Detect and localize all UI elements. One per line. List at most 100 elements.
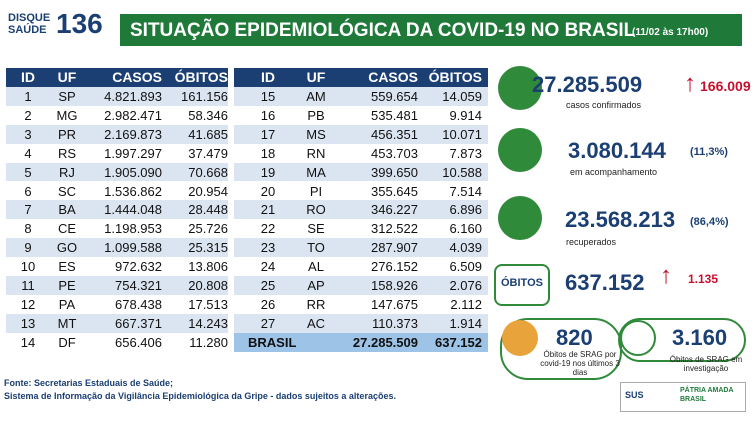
table-cell: 10.588 [442, 164, 482, 180]
table-cell: 147.675 [371, 296, 418, 312]
deaths-delta: 1.135 [688, 272, 719, 286]
total-row-bg [234, 332, 488, 352]
table-cell: RR [306, 296, 326, 312]
date: (11/02 às 17h00) [632, 27, 709, 38]
table-cell: RN [306, 145, 326, 161]
table-cell: 8 [24, 221, 32, 237]
table-cell: 10 [20, 259, 36, 275]
title: SITUAÇÃO EPIDEMIOLÓGICA DA COVID-19 NO B… [130, 20, 636, 41]
table-cell: 25 [260, 278, 276, 293]
table-cell: 70.668 [188, 164, 228, 180]
table-cell: 7.873 [449, 145, 482, 161]
row-bg [6, 105, 228, 125]
table-cell: 276.152 [371, 259, 418, 275]
table-cell: 14 [20, 334, 36, 350]
total-cell: BRASIL [248, 334, 297, 350]
table-cell: 6.896 [449, 202, 482, 218]
table-cell: 4 [24, 145, 32, 161]
row-bg [6, 332, 228, 352]
recovered-percent: (86,4%) [690, 216, 729, 228]
table-cell: 13.806 [188, 259, 228, 275]
row-bg [234, 200, 488, 220]
srag-recent-value: 820 [556, 325, 593, 350]
table-cell: 1.905.090 [104, 164, 162, 180]
row-bg [6, 294, 228, 314]
deaths-badge: ÓBITOS [501, 277, 543, 289]
table-cell: 20 [260, 183, 276, 199]
row-bg [234, 294, 488, 314]
table-cell: 24 [260, 259, 276, 275]
table-cell: 754.321 [115, 278, 162, 293]
table-header-bg [234, 68, 488, 87]
sus-logo: SUS [625, 390, 644, 400]
table-cell: MA [306, 164, 326, 180]
table-cell: 4.039 [449, 240, 482, 256]
deaths-badge-box [494, 264, 550, 306]
table-cell: 161.156 [181, 89, 228, 104]
table-cell: 1.536.862 [104, 183, 162, 199]
table-cell: PA [58, 296, 76, 312]
column-header: ÓBITOS [174, 69, 228, 85]
table-cell: DF [58, 334, 76, 350]
table-cell: 21 [260, 202, 276, 218]
table-cell: 13 [20, 315, 36, 331]
table-cell: 20.954 [188, 183, 228, 199]
column-header: UF [306, 69, 326, 85]
table-cell: 158.926 [371, 278, 418, 293]
row-bg [234, 257, 488, 276]
recovered-value: 23.568.213 [565, 207, 676, 232]
row-bg [6, 313, 228, 333]
table-cell: 15 [260, 89, 276, 104]
srag-investigation-value: 3.160 [672, 325, 728, 350]
table-cell: 5 [24, 164, 32, 180]
table-cell: 6.509 [449, 259, 482, 275]
row-bg [234, 87, 488, 106]
row-bg [234, 276, 488, 295]
table-cell: PI [309, 183, 323, 199]
table-cell: 355.645 [371, 183, 418, 199]
table-cell: 26 [260, 296, 276, 312]
table-cell: 19 [260, 164, 276, 180]
table-cell: MT [57, 315, 77, 331]
deaths-value: 637.152 [565, 270, 645, 295]
table-cell: MS [306, 126, 326, 142]
table-cell: 17.513 [188, 296, 228, 312]
table-cell: 287.907 [371, 240, 418, 256]
table-cell: SP [58, 89, 76, 104]
table-cell: AP [307, 278, 325, 293]
logo-bottom: SAÚDE [8, 24, 47, 36]
table-cell: TO [307, 240, 325, 256]
table-cell: AM [306, 89, 326, 104]
row-bg [6, 219, 228, 239]
table-cell: 2.076 [449, 278, 482, 293]
row-bg [6, 181, 228, 201]
table-cell: 14.243 [188, 315, 228, 331]
table-cell: 2.982.471 [104, 107, 162, 123]
table-cell: 11.280 [189, 334, 228, 350]
table-cell: 18 [260, 145, 276, 161]
table-cell: 28.448 [188, 202, 228, 218]
row-bg [234, 162, 488, 182]
column-header: ID [21, 69, 35, 85]
table-cell: 346.227 [371, 202, 418, 218]
table-cell: 1.914 [449, 315, 482, 331]
srag-investigation-box [618, 318, 746, 362]
table-cell: 972.632 [115, 259, 162, 275]
table-cell: 3 [24, 126, 32, 142]
row-bg [6, 143, 228, 163]
row-bg [6, 162, 228, 182]
table-cell: 27 [260, 315, 276, 331]
row-bg [234, 219, 488, 239]
table-cell: 1 [24, 89, 32, 104]
table-cell: 1.099.588 [104, 240, 162, 256]
table-cell: AC [306, 315, 326, 331]
source: Fonte: Secretarias Estaduais de Saúde; [4, 378, 174, 388]
table-cell: 2.169.873 [104, 126, 162, 142]
row-bg [6, 276, 228, 295]
magnifier-icon [620, 320, 656, 356]
recovered-icon [498, 196, 542, 240]
column-header: ID [261, 69, 275, 85]
row-bg [234, 105, 488, 125]
table-cell: PB [307, 107, 325, 123]
table-cell: 656.406 [115, 334, 162, 350]
